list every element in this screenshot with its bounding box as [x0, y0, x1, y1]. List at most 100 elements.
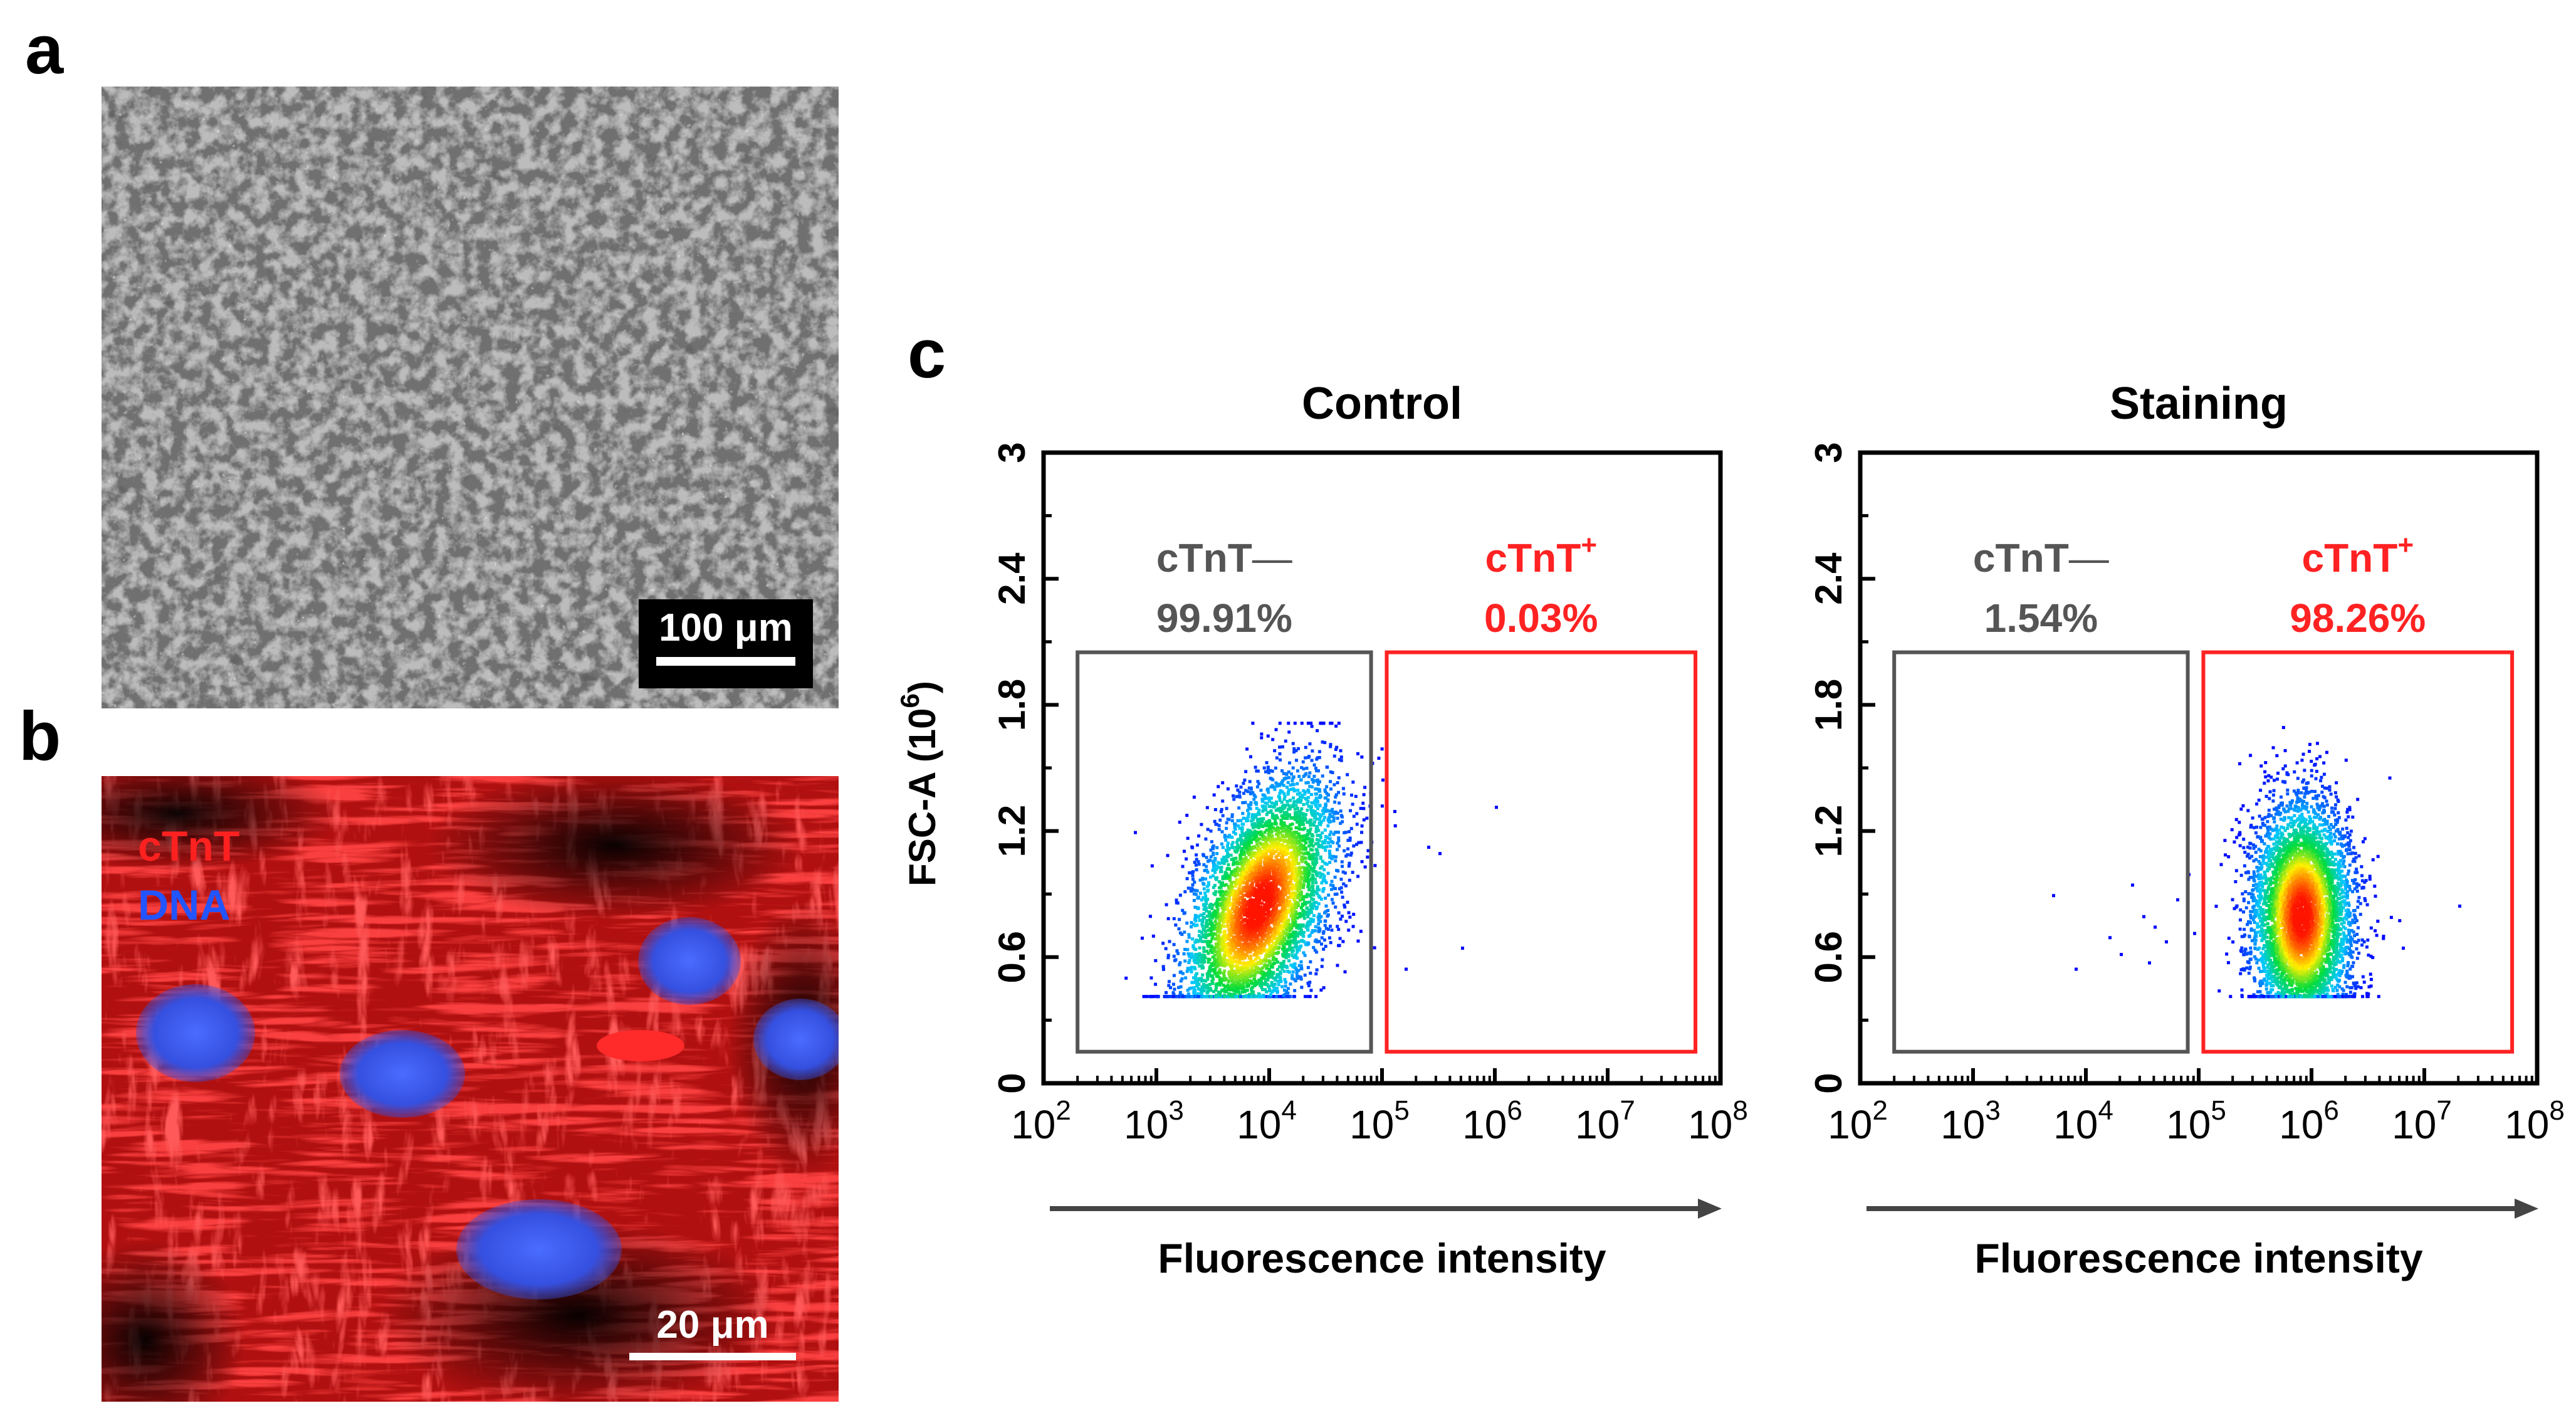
scatter-point [1347, 864, 1351, 868]
scatter-point [1276, 834, 1280, 838]
scatter-point [1310, 785, 1314, 789]
scatter-point [1297, 948, 1301, 952]
panel-label-c: c [908, 315, 946, 392]
scatter-point [1321, 890, 1325, 893]
scatter-point [1230, 846, 1234, 849]
scatter-point [1190, 955, 1193, 959]
scatter-point [1248, 867, 1252, 871]
scatter-point [1294, 804, 1298, 807]
scatter-point [1218, 982, 1222, 985]
scatter-point [1226, 950, 1230, 953]
scatter-point [1280, 745, 1284, 748]
scatter-point [1308, 865, 1312, 869]
scatter-point [1211, 955, 1215, 959]
scatter-point [1294, 941, 1298, 945]
scatter-point [1213, 957, 1217, 961]
scatter-point [1215, 986, 1218, 990]
scatter-point [1294, 835, 1297, 839]
scatter-point [1355, 822, 1359, 826]
scatter-point [1301, 827, 1305, 831]
scatter-point [1247, 843, 1250, 847]
scatter-point [1278, 837, 1282, 841]
scatter-point [1237, 985, 1240, 989]
scatter-point [1230, 871, 1233, 874]
scatter-point [1242, 853, 1246, 856]
scatter-point [1279, 914, 1283, 918]
scatter-point [1280, 916, 1284, 920]
scatter-point [1291, 864, 1294, 868]
scatter-point [1270, 860, 1274, 864]
scatter-point [1326, 871, 1330, 875]
scatter-point [1279, 920, 1283, 923]
scatter-point [1284, 893, 1287, 897]
scatter-point [1237, 898, 1241, 901]
scatter-point [1242, 886, 1245, 890]
scatter-point [1188, 955, 1191, 958]
scatter-point [1255, 956, 1259, 960]
scatter-point [1306, 906, 1309, 910]
scatter-point [1285, 844, 1289, 848]
scatter-point [1266, 855, 1270, 859]
scatter-point [1233, 985, 1237, 989]
scatter-point [1312, 820, 1316, 824]
scatter-point [1234, 911, 1238, 915]
scatter-point [1245, 980, 1249, 984]
scatter-point [1264, 898, 1268, 901]
scatter-point [1230, 925, 1234, 928]
scatter-point [1317, 913, 1321, 916]
scatter-point [1223, 930, 1227, 933]
scatter-point [1215, 922, 1218, 926]
scatter-point [1320, 965, 1324, 969]
scatter-point [1254, 815, 1258, 819]
scatter-point [1243, 923, 1247, 927]
scatter-point [1195, 923, 1199, 927]
scatter-point [1182, 911, 1186, 915]
scatter-point [1247, 814, 1250, 818]
scatter-point [1272, 785, 1276, 789]
scatter-point [1202, 946, 1206, 950]
scatter-point [1282, 871, 1286, 874]
scatter-point [1279, 932, 1283, 935]
scatter-point [1285, 921, 1289, 925]
scatter-point [1249, 802, 1253, 806]
scatter-point [1278, 745, 1282, 749]
scatter-point [1254, 825, 1257, 829]
scatter-point [1178, 990, 1182, 994]
scatter-point [1215, 950, 1219, 953]
scatter-point [1251, 858, 1255, 862]
scatter-point [1316, 915, 1320, 919]
scatter-point [1222, 857, 1226, 861]
scatter-point [1233, 827, 1237, 831]
scatter-point [1248, 874, 1252, 878]
scatter-point [1277, 922, 1280, 926]
scatter-point [1270, 990, 1274, 994]
scatter-point [1245, 885, 1249, 888]
scatter-point [1300, 871, 1304, 875]
scatter-point [1270, 980, 1274, 984]
scatter-point [1265, 903, 1269, 907]
scatter-point [1284, 898, 1288, 902]
scatter-point [1217, 785, 1220, 789]
scatter-point [1339, 809, 1343, 813]
scatter-point [1294, 748, 1298, 752]
scatter-point [1311, 881, 1314, 885]
scatter-point [1331, 901, 1335, 905]
scatter-point [1168, 940, 1171, 943]
scatter-point [1252, 888, 1255, 891]
scatter-point [1262, 972, 1266, 975]
scatter-point [1287, 953, 1291, 957]
scatter-point [1280, 801, 1284, 804]
scatter-point [1283, 868, 1287, 871]
scatter-point [1324, 802, 1327, 806]
scatter-point [1214, 984, 1218, 987]
scatter-point [1259, 862, 1262, 866]
scatter-point [1306, 722, 1310, 725]
scatter-point [1346, 900, 1349, 904]
scatter-point [1255, 928, 1259, 932]
scatter-point [1284, 907, 1287, 911]
scatter-point [1285, 933, 1289, 937]
scatter-point [1264, 805, 1267, 809]
scatter-point [1349, 851, 1353, 855]
scatter-point [1236, 925, 1240, 928]
scatter-point [1197, 863, 1201, 866]
